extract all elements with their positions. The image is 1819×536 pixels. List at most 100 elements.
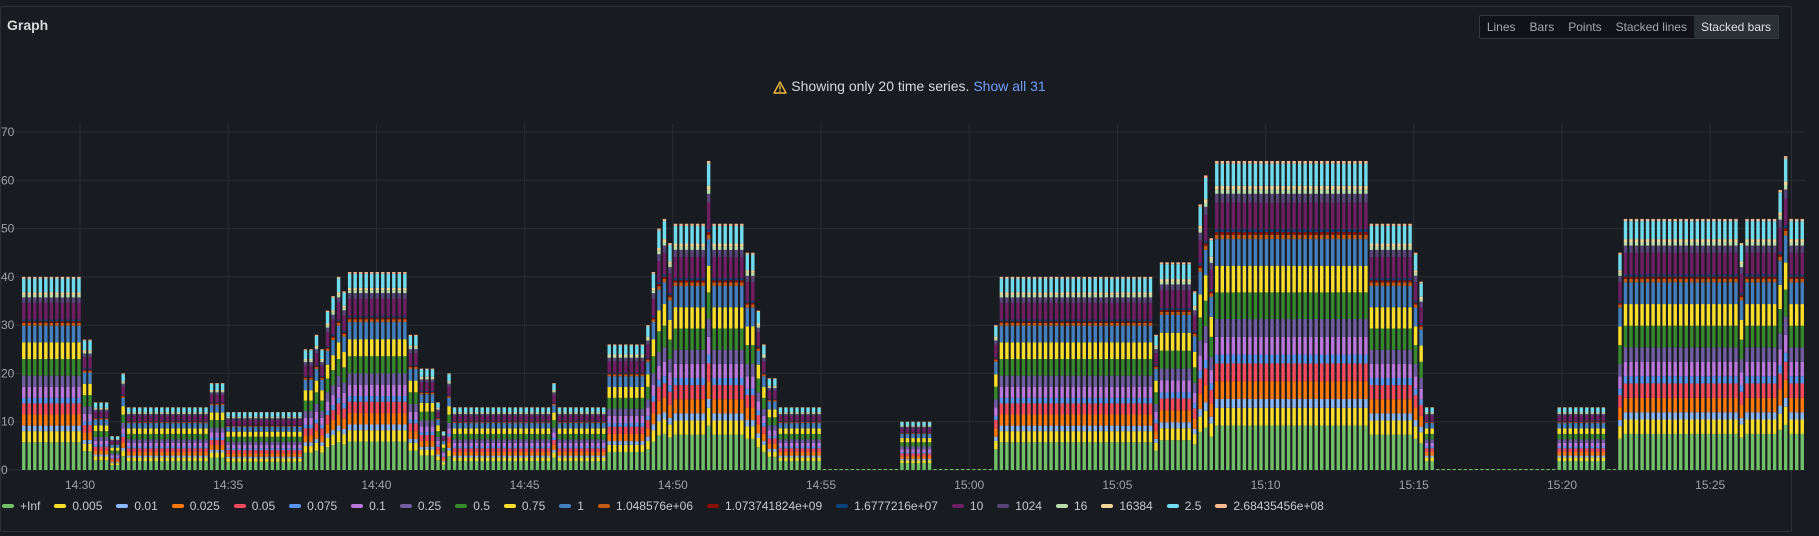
chart-bar-segment: [1148, 276, 1153, 279]
chart-bar-segment: [1391, 278, 1396, 281]
mode-button-stacked-lines[interactable]: Stacked lines: [1615, 20, 1687, 34]
chart-bar-segment: [82, 421, 87, 426]
chart-bar-segment: [1181, 422, 1186, 429]
chart-bar-segment: [1165, 314, 1169, 333]
chart-bar-segment: [1237, 234, 1241, 240]
chart-bar-segment: [1430, 415, 1434, 422]
chart-bar-segment: [1325, 292, 1329, 320]
chart-bar-segment: [601, 446, 606, 449]
chart-bar-segment: [1347, 160, 1352, 164]
chart-bar-segment: [1126, 397, 1131, 404]
chart-bar-segment: [607, 441, 611, 445]
chart-bar-segment: [193, 433, 197, 440]
chart-bar-segment: [502, 439, 506, 443]
chart-bar-segment: [922, 449, 926, 452]
chart-bar-segment: [314, 365, 319, 368]
chart-bar-segment: [778, 423, 783, 429]
chart-bar-segment: [497, 433, 501, 440]
chart-bar-segment: [723, 282, 727, 287]
show-all-series-link[interactable]: Show all 31: [973, 78, 1046, 94]
chart-bar-segment: [336, 325, 341, 343]
chart-bar-segment: [198, 446, 203, 449]
chart-bar-segment: [778, 415, 783, 422]
chart-bar-segment: [905, 442, 910, 447]
chart-bar-segment: [1386, 257, 1390, 279]
chart-bar-segment: [497, 446, 501, 449]
chart-bar-segment: [93, 454, 98, 457]
chart-bar-segment: [176, 446, 181, 449]
chart-bar-segment: [447, 383, 451, 387]
chart-bar-segment: [353, 441, 357, 470]
chart-bar-segment: [1021, 276, 1026, 279]
chart-bar-segment: [93, 402, 98, 403]
chart-bar-segment: [149, 433, 153, 440]
chart-bar-segment: [784, 407, 788, 413]
chart-bar-segment: [900, 432, 904, 433]
mode-button-points[interactable]: Points: [1568, 20, 1602, 34]
mode-button-lines[interactable]: Lines: [1486, 20, 1516, 34]
chart-bar-segment: [1336, 336, 1341, 355]
chart-bar-segment: [695, 363, 700, 379]
chart-bar-segment: [1574, 455, 1578, 458]
chart-bar-segment: [640, 357, 645, 362]
chart-bar-segment: [154, 455, 159, 458]
chart-bar-segment: [541, 407, 545, 413]
chart-bar-segment: [1281, 193, 1285, 203]
chart-bar-segment: [1016, 342, 1020, 359]
chart-bar-segment: [287, 461, 291, 470]
chart-bar-segment: [1601, 423, 1606, 429]
chart-bar-segment: [104, 407, 109, 409]
chart-bar-segment: [1292, 425, 1296, 470]
chart-bar-segment: [226, 456, 230, 459]
chart-bar-empty: [1485, 469, 1490, 470]
chart-bar-segment: [1640, 397, 1644, 413]
chart-bar-segment: [1270, 239, 1274, 266]
chart-bar-segment: [154, 407, 159, 413]
chart-bar-segment: [1176, 264, 1180, 280]
chart-bar-segment: [1557, 460, 1561, 470]
chart-bar-segment: [740, 223, 744, 226]
chart-bar-segment: [237, 418, 241, 420]
chart-bar-segment: [679, 434, 683, 470]
chart-bar-segment: [1364, 202, 1368, 230]
chart-bar-segment: [358, 272, 363, 274]
chart-bar-segment: [1364, 398, 1368, 408]
chart-bar-segment: [77, 322, 81, 326]
chart-bar-segment: [458, 428, 462, 434]
chart-bar-segment: [502, 422, 506, 424]
chart-bar-segment: [1314, 193, 1318, 203]
mode-button-stacked-bars[interactable]: Stacked bars: [1693, 16, 1778, 38]
chart-bar-segment: [1623, 252, 1628, 275]
chart-bar-segment: [701, 328, 705, 350]
chart-bar-segment: [1198, 267, 1202, 272]
chart-bar-segment: [1159, 284, 1164, 291]
chart-bar-segment: [1248, 189, 1252, 194]
chart-bar-segment: [1557, 421, 1561, 423]
chart-bar-segment: [132, 451, 136, 456]
mode-button-bars[interactable]: Bars: [1529, 20, 1555, 34]
chart-bar-segment: [55, 442, 59, 470]
chart-bar-segment: [800, 457, 805, 461]
chart-bar-segment: [1386, 420, 1390, 435]
chart-bar-segment: [651, 322, 656, 340]
chart-bar-segment: [160, 407, 164, 413]
chart-bar-segment: [607, 451, 611, 470]
chart-bar-segment: [1198, 240, 1202, 264]
chart-bar-segment: [414, 349, 418, 354]
chart-bar-segment: [55, 322, 59, 326]
chart-bar-segment: [33, 425, 37, 432]
chart-bar-segment: [209, 405, 214, 413]
chart-bar-segment: [33, 386, 37, 398]
x-tick-label: 14:40: [361, 478, 391, 492]
chart-bar-segment: [430, 420, 435, 427]
chart-bar-segment: [1601, 428, 1606, 434]
chart-bar-segment: [905, 438, 910, 443]
chart-bar-segment: [1198, 317, 1202, 341]
chart-bar-segment: [1402, 420, 1407, 435]
chart-bar-segment: [690, 280, 694, 283]
chart-bar-segment: [1579, 455, 1584, 458]
chart-bar-segment: [684, 434, 689, 470]
chart-bar-segment: [204, 407, 208, 413]
chart-bar-segment: [1308, 319, 1313, 337]
chart-bar-segment: [1386, 328, 1390, 350]
